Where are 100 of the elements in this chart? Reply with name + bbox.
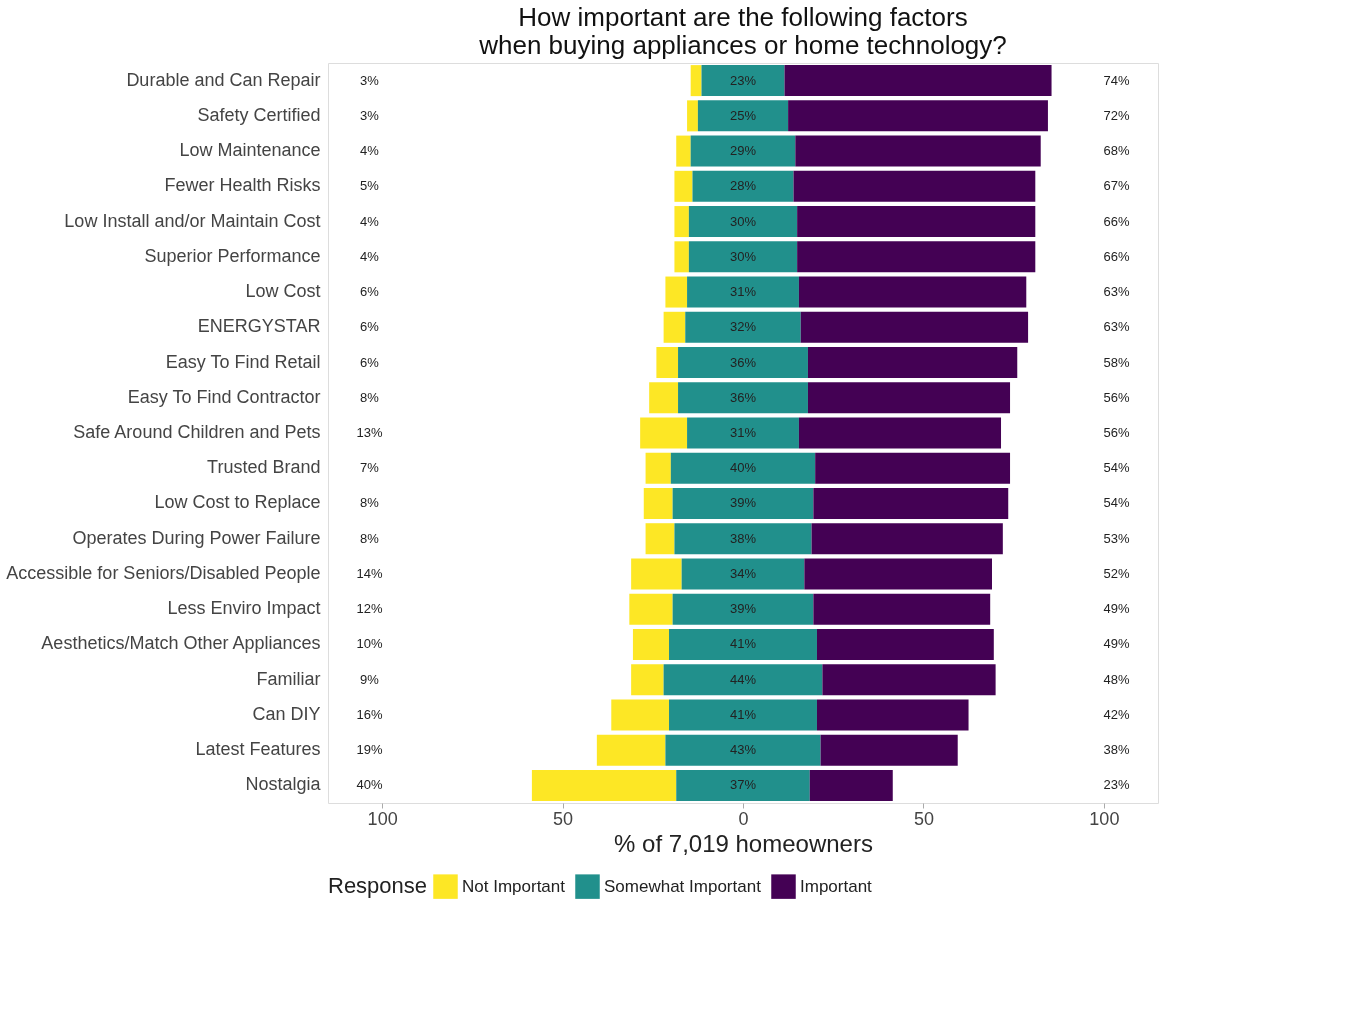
data-label: 4%: [360, 213, 380, 229]
data-label: 48%: [1103, 671, 1130, 687]
data-label: 4%: [360, 248, 380, 264]
bar: [665, 276, 688, 308]
data-label: 8%: [360, 495, 380, 511]
data-label: 6%: [360, 284, 380, 300]
data-label: 39%: [729, 601, 757, 617]
y-tick-label: Durable and Can Repair: [126, 69, 321, 90]
y-tick-label: Safe Around Children and Pets: [73, 422, 321, 442]
bar: [678, 347, 808, 379]
data-label: 67%: [1103, 178, 1130, 194]
bar: [813, 487, 1009, 519]
data-label: 6%: [360, 354, 380, 370]
bar: [665, 734, 821, 766]
bar: [690, 135, 796, 167]
bar: [815, 452, 1011, 484]
data-label: 66%: [1103, 213, 1130, 229]
bar: [685, 311, 801, 343]
bar: [701, 65, 785, 97]
bar: [813, 593, 991, 625]
bar: [596, 734, 666, 766]
bar: [670, 452, 816, 484]
bar: [674, 241, 689, 273]
data-label: 29%: [729, 143, 757, 159]
bar: [816, 628, 994, 660]
bar: [800, 311, 1029, 343]
bar: [793, 170, 1036, 202]
y-tick-label: Low Maintenance: [179, 140, 321, 161]
y-tick-label: Latest Features: [195, 739, 321, 760]
y-tick-label: Can DIY: [252, 703, 321, 724]
x-tick-label: 0: [738, 808, 749, 829]
x-tick-label: 50: [553, 808, 574, 829]
bar: [531, 769, 677, 801]
data-label: 41%: [729, 706, 757, 722]
bar: [687, 100, 698, 132]
data-label: 10%: [356, 636, 383, 652]
data-label: 3%: [360, 107, 380, 123]
y-tick-label: Low Cost to Replace: [154, 492, 321, 513]
data-label: 40%: [729, 460, 757, 476]
bar: [688, 241, 798, 273]
bar: [697, 100, 789, 132]
bar: [631, 664, 664, 696]
y-tick-label: Low Install and/or Maintain Cost: [64, 210, 321, 231]
data-label: 14%: [356, 565, 383, 581]
x-tick-label: 50: [913, 808, 934, 829]
data-label: 58%: [1103, 354, 1130, 370]
y-tick-label: Trusted Brand: [207, 457, 321, 478]
bar: [672, 593, 814, 625]
data-label: 42%: [1103, 706, 1130, 722]
data-label: 12%: [356, 601, 383, 617]
bar: [674, 170, 693, 202]
bar: [681, 558, 805, 590]
data-label: 19%: [356, 742, 383, 758]
data-label: 8%: [360, 530, 380, 546]
bar: [672, 487, 814, 519]
bar: [631, 558, 682, 590]
bar: [788, 100, 1048, 132]
data-label: 30%: [729, 213, 757, 229]
bar: [629, 593, 673, 625]
chart-title: How important are the following factors when buying appliances or home technology?: [478, 2, 1007, 60]
data-label: 39%: [729, 495, 757, 511]
data-label: 53%: [1103, 530, 1130, 546]
bar: [669, 699, 817, 731]
y-tick-label: Aesthetics/Match Other Appliances: [41, 633, 321, 654]
bar: [811, 523, 1003, 555]
data-label: 6%: [360, 319, 380, 335]
bar: [645, 452, 671, 484]
y-tick-label: Easy To Find Contractor: [127, 386, 321, 407]
data-label: 63%: [1103, 319, 1130, 335]
data-label: 7%: [360, 460, 380, 476]
bar: [816, 699, 969, 731]
legend-label: Somewhat Important: [604, 876, 762, 896]
bar: [676, 769, 810, 801]
bar: [656, 347, 679, 379]
y-tick-label: Easy To Find Retail: [165, 351, 321, 372]
data-label: 13%: [356, 425, 383, 440]
data-label: 52%: [1103, 565, 1130, 581]
y-tick-label: Less Enviro Impact: [167, 598, 321, 619]
data-label: 49%: [1103, 636, 1130, 652]
data-label: 54%: [1103, 460, 1130, 476]
bar: [649, 382, 679, 414]
data-label: 43%: [729, 742, 757, 758]
legend-label: Not Important: [462, 876, 566, 896]
data-label: 37%: [729, 777, 757, 793]
data-label: 74%: [1103, 72, 1130, 88]
legend-label: Important: [800, 876, 873, 896]
bar: [797, 206, 1036, 238]
bar: [809, 769, 893, 801]
bar: [797, 241, 1036, 273]
bar: [690, 65, 702, 97]
data-label: 72%: [1103, 107, 1130, 123]
data-label: 32%: [729, 319, 757, 335]
bar: [692, 170, 794, 202]
bar: [676, 135, 691, 167]
y-tick-label: Nostalgia: [245, 774, 322, 795]
bar: [663, 664, 823, 696]
bar: [643, 487, 673, 519]
data-label: 44%: [729, 671, 757, 687]
bar: [795, 135, 1041, 167]
data-label: 23%: [729, 72, 757, 88]
